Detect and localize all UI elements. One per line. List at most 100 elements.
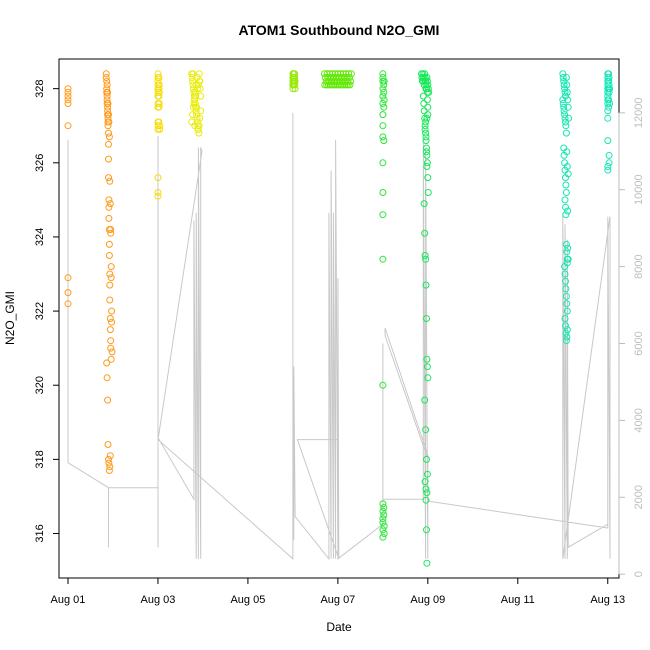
data-point xyxy=(103,374,111,382)
data-point xyxy=(379,85,387,93)
data-point xyxy=(424,374,432,382)
data-point xyxy=(380,530,388,537)
data-point xyxy=(337,70,345,78)
x-tick-label: Aug 09 xyxy=(410,594,445,606)
data-point xyxy=(156,122,164,130)
data-point xyxy=(64,92,72,100)
x-tick-label: Aug 11 xyxy=(501,594,535,606)
data-point xyxy=(107,355,115,363)
data-point xyxy=(423,470,431,478)
data-point xyxy=(423,363,431,371)
series-4 xyxy=(289,70,299,93)
data-point xyxy=(604,163,612,170)
x-axis-label: Date xyxy=(326,620,352,634)
data-point xyxy=(197,92,205,100)
data-point xyxy=(563,300,571,308)
data-point xyxy=(107,274,115,282)
y2-tick-label: 2000 xyxy=(633,485,645,509)
series-9 xyxy=(604,70,614,174)
data-point xyxy=(108,348,116,356)
series-8 xyxy=(559,70,573,345)
x-tick-label: Aug 01 xyxy=(51,594,86,606)
data-point xyxy=(421,229,429,237)
data-point xyxy=(424,189,432,196)
data-point xyxy=(105,174,112,182)
data-point xyxy=(605,151,613,159)
data-point xyxy=(605,74,613,81)
data-point xyxy=(105,252,113,259)
data-point xyxy=(380,103,388,111)
data-point xyxy=(380,77,388,85)
data-point xyxy=(379,381,387,389)
data-point xyxy=(562,337,570,345)
data-point xyxy=(605,88,613,96)
series-1 xyxy=(102,70,116,474)
data-point xyxy=(193,74,201,81)
data-point xyxy=(564,207,572,215)
data-point xyxy=(605,159,613,167)
data-point xyxy=(107,226,115,233)
data-point xyxy=(107,344,115,352)
data-point xyxy=(561,111,569,119)
data-point xyxy=(320,70,328,78)
data-point xyxy=(195,129,203,137)
data-point xyxy=(329,70,336,78)
data-point xyxy=(605,77,613,85)
data-point xyxy=(196,114,204,122)
series-3 xyxy=(188,70,205,137)
x-tick-label: Aug 03 xyxy=(141,594,176,606)
x-tick-label: Aug 07 xyxy=(320,594,355,606)
data-point xyxy=(64,122,72,130)
altitude-layer xyxy=(67,112,611,561)
data-point xyxy=(561,270,569,278)
data-point xyxy=(380,88,388,96)
data-point xyxy=(105,203,113,211)
y-axis-label: N2O_GMI xyxy=(3,291,17,345)
data-point xyxy=(106,200,114,208)
data-point xyxy=(563,248,571,256)
data-point xyxy=(562,329,570,337)
data-point xyxy=(605,103,613,111)
data-point xyxy=(64,96,72,104)
data-point xyxy=(560,103,568,111)
data-point xyxy=(423,148,430,156)
data-point xyxy=(106,452,114,460)
data-point xyxy=(562,189,570,196)
data-point xyxy=(189,81,197,89)
data-point xyxy=(422,496,430,504)
data-point xyxy=(335,74,343,81)
data-point xyxy=(380,504,388,512)
data-point xyxy=(197,107,205,115)
data-point xyxy=(154,189,162,196)
x-tick-label: Aug 13 xyxy=(590,594,625,606)
data-point xyxy=(321,74,329,81)
data-point xyxy=(106,463,114,471)
data-point xyxy=(559,74,567,81)
data-point xyxy=(338,74,345,81)
data-point xyxy=(379,100,387,107)
data-point xyxy=(423,163,431,170)
data-point xyxy=(191,122,199,130)
y2-tick-label: 6000 xyxy=(633,331,645,355)
data-point xyxy=(194,85,201,93)
data-point xyxy=(155,74,163,81)
data-point xyxy=(562,285,570,293)
data-point xyxy=(106,270,114,278)
data-point xyxy=(379,507,387,515)
data-point xyxy=(103,96,111,104)
data-point xyxy=(108,318,116,326)
data-point xyxy=(334,70,342,78)
data-point xyxy=(606,100,614,107)
data-point xyxy=(192,92,200,100)
series-2 xyxy=(154,70,164,200)
data-point xyxy=(105,129,112,137)
data-point xyxy=(156,125,164,133)
data-point xyxy=(605,70,613,78)
data-point xyxy=(559,100,567,107)
data-point xyxy=(326,70,334,78)
data-point xyxy=(105,459,113,467)
data-point xyxy=(561,196,569,204)
data-point xyxy=(604,92,612,100)
data-point xyxy=(564,103,572,111)
data-point xyxy=(379,74,387,81)
